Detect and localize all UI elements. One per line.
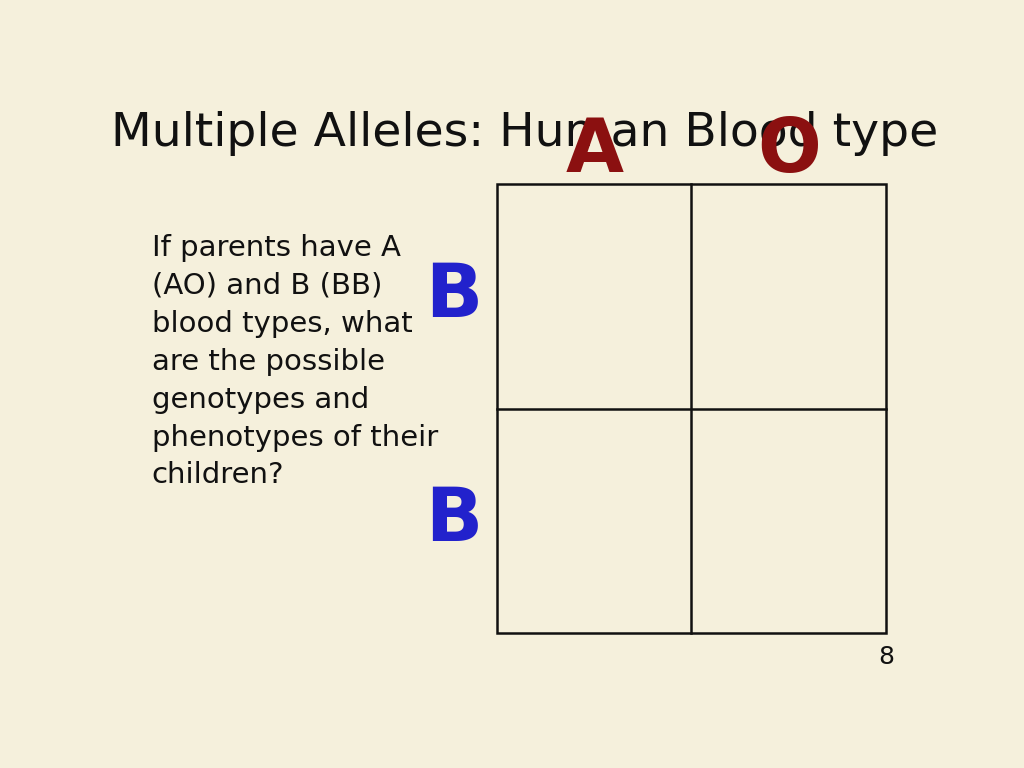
- Bar: [691, 409, 886, 634]
- Text: B: B: [425, 260, 482, 333]
- Text: 8: 8: [878, 645, 894, 669]
- Bar: [497, 184, 691, 409]
- Bar: [497, 184, 886, 634]
- Bar: [497, 409, 691, 634]
- Text: Multiple Alleles: Human Blood type: Multiple Alleles: Human Blood type: [112, 111, 938, 156]
- Text: If parents have A
(AO) and B (BB)
blood types, what
are the possible
genotypes a: If parents have A (AO) and B (BB) blood …: [152, 234, 438, 489]
- Text: O: O: [757, 114, 820, 188]
- Bar: [691, 184, 886, 409]
- Text: A: A: [565, 114, 624, 188]
- Text: B: B: [425, 485, 482, 558]
